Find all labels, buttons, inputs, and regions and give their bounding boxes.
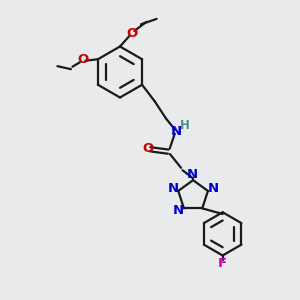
Text: N: N xyxy=(171,125,182,138)
Text: F: F xyxy=(218,257,227,270)
Text: O: O xyxy=(126,26,138,40)
Text: N: N xyxy=(208,182,219,195)
Text: O: O xyxy=(142,142,153,154)
Text: N: N xyxy=(187,168,198,181)
Text: H: H xyxy=(180,119,190,132)
Text: N: N xyxy=(173,204,184,217)
Text: O: O xyxy=(78,53,89,66)
Text: N: N xyxy=(167,182,178,195)
